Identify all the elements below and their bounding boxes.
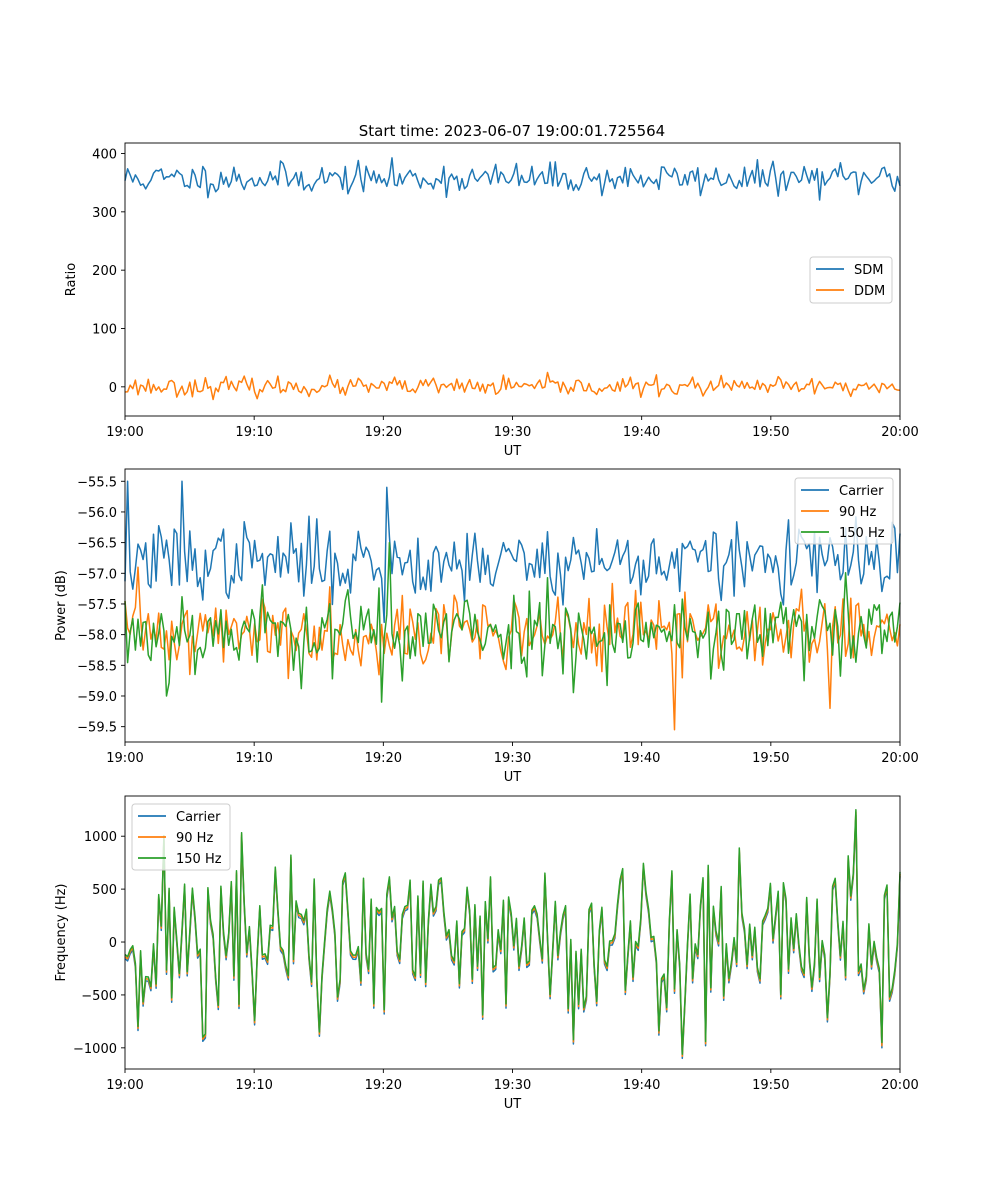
legend: Carrier 90 Hz 150 Hz xyxy=(131,803,231,871)
legend-label-90-hz: 90 Hz xyxy=(839,505,876,520)
y-tick-label: 1000 xyxy=(84,830,117,845)
power-panel: 19:00 19:10 19:20 19:30 19:40 19:50 20:00 −55.5… xyxy=(54,468,919,785)
y-tick-label: −1000 xyxy=(73,1042,117,1057)
series-line-150-hz xyxy=(124,809,901,1055)
x-tick-label: 19:30 xyxy=(494,425,531,440)
x-tick-label: 19:40 xyxy=(623,425,660,440)
y-tick-label: 0 xyxy=(109,936,117,951)
x-tick-label: 19:10 xyxy=(235,751,272,766)
x-tick-label: 20:00 xyxy=(881,425,918,440)
x-tick-label: 20:00 xyxy=(881,1078,918,1093)
y-axis-label: Ratio xyxy=(64,263,79,296)
x-tick-label: 19:10 xyxy=(235,425,272,440)
legend-label-150-hz: 150 Hz xyxy=(839,526,885,541)
y-tick-label: −59.5 xyxy=(77,721,117,736)
x-tick-label: 19:30 xyxy=(494,751,531,766)
x-tick-label: 19:10 xyxy=(235,1078,272,1093)
y-tick-label: 0 xyxy=(109,381,117,396)
y-tick-label: −56.0 xyxy=(77,506,117,521)
y-tick-label: −56.5 xyxy=(77,537,117,552)
legend-label-sdm: SDM xyxy=(854,263,883,278)
series-line-sdm xyxy=(124,157,901,201)
legend-label-carrier: Carrier xyxy=(839,484,884,499)
chart-title: Start time: 2023-06-07 19:00:01.725564 xyxy=(359,122,665,140)
ratio-panel: 19:00 19:10 19:20 19:30 19:40 19:50 20:00 0 100 2… xyxy=(64,142,919,459)
legend-label-90-hz: 90 Hz xyxy=(176,831,213,846)
y-tick-label: −55.5 xyxy=(77,475,117,490)
y-tick-label: 400 xyxy=(92,148,117,163)
legend-box xyxy=(131,803,231,871)
x-tick-label: 19:30 xyxy=(494,1078,531,1093)
series-line-ddm xyxy=(124,371,901,401)
legend-label-carrier: Carrier xyxy=(176,810,221,825)
y-axis-label: Power (dB) xyxy=(54,570,69,641)
x-tick-label: 19:00 xyxy=(106,751,143,766)
y-tick-label: 500 xyxy=(92,883,117,898)
x-tick-label: 19:00 xyxy=(106,425,143,440)
y-tick-label: −58.0 xyxy=(77,629,117,644)
y-tick-label: 100 xyxy=(92,323,117,338)
x-tick-label: 19:50 xyxy=(752,751,789,766)
x-tick-label: 19:40 xyxy=(623,751,660,766)
y-tick-label: 200 xyxy=(92,264,117,279)
x-tick-label: 20:00 xyxy=(881,751,918,766)
legend: Carrier 90 Hz 150 Hz xyxy=(794,477,894,545)
frequency-panel: 19:00 19:10 19:20 19:30 19:40 19:50 20:00 −1000… xyxy=(54,795,919,1112)
y-tick-label: −59.0 xyxy=(77,690,117,705)
x-tick-label: 19:50 xyxy=(752,425,789,440)
x-tick-label: 19:20 xyxy=(365,1078,402,1093)
x-axis-label: UT xyxy=(504,770,522,785)
x-tick-label: 19:50 xyxy=(752,1078,789,1093)
series-line-150-hz xyxy=(124,541,901,703)
legend-box xyxy=(794,477,894,545)
legend-label-150-hz: 150 Hz xyxy=(176,852,222,867)
legend: SDM DDM xyxy=(809,256,893,304)
y-axis-label: Frequency (Hz) xyxy=(54,883,69,981)
y-tick-label: −58.5 xyxy=(77,659,117,674)
y-tick-label: −57.0 xyxy=(77,567,117,582)
x-tick-label: 19:00 xyxy=(106,1078,143,1093)
y-tick-label: 300 xyxy=(92,206,117,221)
x-tick-label: 19:20 xyxy=(365,425,402,440)
x-tick-label: 19:40 xyxy=(623,1078,660,1093)
x-axis-label: UT xyxy=(504,1097,522,1112)
y-tick-label: −500 xyxy=(81,989,117,1004)
x-axis-label: UT xyxy=(504,444,522,459)
legend-label-ddm: DDM xyxy=(854,284,885,299)
y-tick-label: −57.5 xyxy=(77,598,117,613)
x-tick-label: 19:20 xyxy=(365,751,402,766)
series-line-carrier xyxy=(124,480,901,624)
